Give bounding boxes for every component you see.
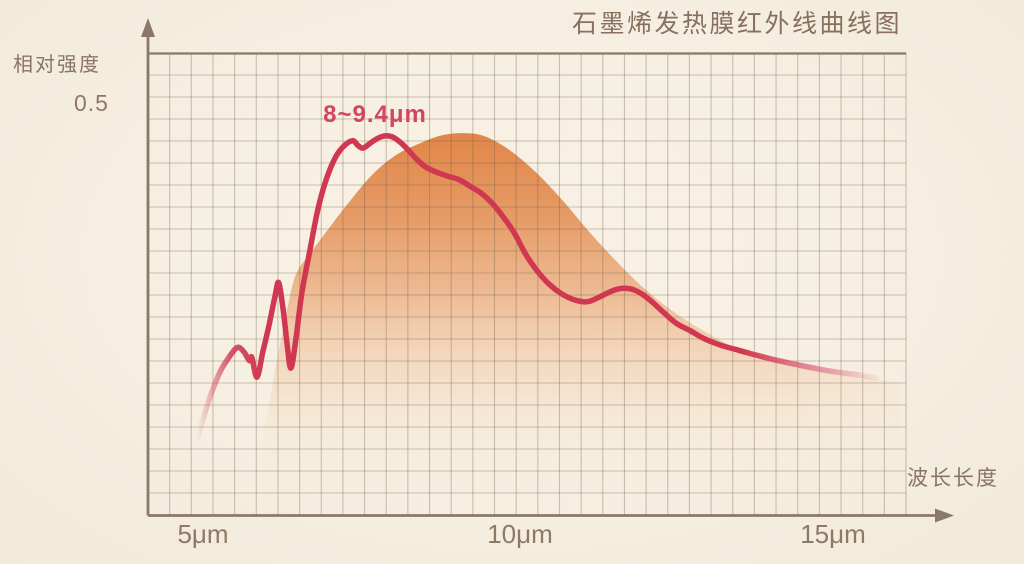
x-axis-title: 波长长度 [907,467,999,490]
radiation-area-fill [262,133,901,500]
x-tick-5um: 5μm [177,519,229,549]
x-tick-10um: 10μm [487,519,553,549]
y-axis-arrow-icon [141,18,155,37]
intensity-curve [194,132,879,444]
peak-range-annotation: 8~9.4μm [323,101,427,128]
x-tick-15um: 15μm [800,519,866,549]
chart-title: 石墨烯发热膜红外线曲线图 [571,10,902,38]
y-axis-title: 相对强度 [13,54,101,76]
y-tick-0.5: 0.5 [74,90,109,116]
x-axis-arrow-icon [935,508,954,523]
